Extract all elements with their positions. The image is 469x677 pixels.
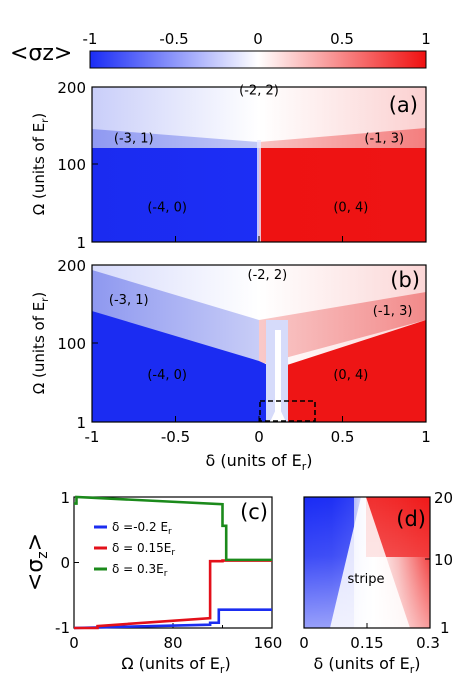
region-upper-left: [92, 129, 259, 150]
colorbar-ticks: -1 -0.5 0 0.5 1: [83, 30, 431, 48]
region-lower-left: [92, 311, 270, 422]
region-upper-left: [92, 270, 259, 365]
xtick-label: 160: [254, 634, 283, 652]
xtick-label: 0.3: [416, 634, 440, 652]
xtick-label: 0: [299, 634, 309, 652]
ytick-label: 10: [434, 551, 453, 569]
region-upper-right: [259, 292, 426, 365]
region-label: (-1, 3): [364, 131, 404, 146]
panel-d-ytick-labels: 20 10 1: [434, 489, 453, 637]
colorbar-gradient: [89, 50, 427, 69]
xtick-label: 80: [163, 634, 182, 652]
xtick-label: 0.15: [350, 634, 383, 652]
legend-label: δ =-0.2 Er: [112, 520, 172, 537]
panel-b: 200 100 1 -1 -0.5 0 0.5 1 Ω (units of Er…: [30, 257, 431, 473]
region-label: (-3, 1): [114, 131, 154, 146]
colorbar: <σz> -1 -0.5 0 0.5 1: [10, 30, 431, 69]
panel-b-heatmap: [92, 265, 426, 422]
panel-b-xtick-labels: -1 -0.5 0 0.5 1: [85, 428, 431, 446]
ytick-label: 1: [76, 234, 86, 252]
xtick-label: 0: [254, 428, 264, 446]
highlight-box: [259, 400, 316, 422]
panel-b-ytick-labels: 200 100 1: [57, 257, 86, 432]
ytick-label: 200: [57, 257, 86, 275]
low-omega-wedge: [270, 405, 286, 422]
panel-a-ytick-labels: 200 100 1: [57, 79, 86, 252]
panel-b-yticks: [92, 264, 98, 423]
panel-c-xlabel: Ω (units of Er): [121, 654, 230, 676]
panel-b-ylabel: Ω (units of Er): [30, 292, 51, 394]
ytick-label: 0: [60, 554, 70, 572]
ytick-label: 100: [57, 156, 86, 174]
ytick-label: 1: [60, 489, 70, 507]
series-line: [74, 495, 272, 562]
region-label: (-2, 2): [248, 268, 288, 283]
panel-a-tag: (a): [389, 93, 418, 117]
panel-c-tag: (c): [240, 500, 268, 524]
colorbar-tick: -0.5: [159, 30, 188, 48]
xtick-label: -1: [85, 428, 100, 446]
colorbar-tick: 0: [253, 30, 263, 48]
panel-c-legend: δ =-0.2 Er δ = 0.15Er δ = 0.3Er: [94, 520, 175, 579]
region-label: (0, 4): [333, 368, 368, 383]
series-line: [74, 559, 272, 630]
panel-c-ylabel: <σz>: [23, 533, 51, 591]
legend-label: δ = 0.3Er: [112, 562, 168, 579]
panel-c-xtick-labels: 0 80 160: [69, 634, 282, 652]
ytick-label: 1: [440, 619, 450, 637]
ytick-label: -1: [55, 619, 70, 637]
colorbar-tick: 1: [421, 30, 431, 48]
panel-d: 0 0.15 0.3 20 10 1 δ (units of Er) (d) s…: [299, 489, 453, 676]
heatmap-fade: [304, 497, 430, 628]
ytick-label: 20: [434, 489, 453, 507]
series-line: [73, 608, 272, 630]
stripe-label: stripe: [347, 572, 384, 587]
region-label: (-4, 0): [147, 200, 187, 215]
panel-a: 200 100 1 Ω (units of Er) (a) (-2, 2) (-3…: [30, 79, 427, 252]
region-upper-right: [259, 128, 426, 150]
xtick-label: 1: [421, 428, 431, 446]
panel-b-xlabel: δ (units of Er): [206, 451, 313, 473]
ytick-label: 1: [76, 414, 86, 432]
ytick-label: 100: [57, 335, 86, 353]
panel-b-region-labels: (-2, 2) (-3, 1) (-1, 3) (-4, 0) (0, 4): [109, 268, 413, 383]
region-lower-right: [259, 148, 426, 242]
colorbar-label-text: <σz>: [10, 41, 72, 66]
ytick-label: 200: [57, 79, 86, 97]
panel-a-ylabel: Ω (units of Er): [30, 113, 51, 215]
region-label: (0, 4): [333, 200, 368, 215]
colorbar-tick: 0.5: [330, 30, 354, 48]
boundary-line: [257, 140, 261, 242]
panel-d-tag: (d): [396, 507, 426, 531]
panel-d-ticks: [303, 496, 431, 629]
panel-b-xticks: [91, 416, 427, 422]
colorbar-tick: -1: [83, 30, 98, 48]
xtick-label: -0.5: [161, 428, 190, 446]
panel-d-xlabel: δ (units of Er): [314, 654, 421, 676]
panel-c: 1 0 -1 0 80 160 <σz> Ω (units of Er) (c)…: [23, 489, 282, 676]
xtick-label: 0: [69, 634, 79, 652]
region-label: (-4, 0): [147, 368, 187, 383]
panel-a-yticks: [92, 86, 98, 243]
region-label: (-3, 1): [109, 293, 149, 308]
region-label: (-2, 2): [239, 84, 279, 99]
panel-c-ytick-labels: 1 0 -1: [55, 489, 70, 637]
panel-a-region-labels: (-2, 2) (-3, 1) (-1, 3) (-4, 0) (0, 4): [114, 84, 404, 216]
panel-d-heatmap: [304, 497, 430, 628]
region-lower-right: [284, 320, 426, 422]
central-stripe-core: [275, 330, 281, 422]
region-label: (-1, 3): [373, 304, 413, 319]
panel-b-tag: (b): [390, 268, 420, 292]
legend-label: δ = 0.15Er: [112, 541, 175, 558]
panel-a-heatmap: [92, 87, 426, 242]
panel-d-xtick-labels: 0 0.15 0.3: [299, 634, 440, 652]
panel-c-lines: [73, 495, 272, 630]
colorbar-label: <σz>: [10, 41, 72, 66]
panel-a-xticks: [91, 236, 427, 242]
xtick-label: 0.5: [331, 428, 355, 446]
region-lower-left: [92, 148, 259, 242]
